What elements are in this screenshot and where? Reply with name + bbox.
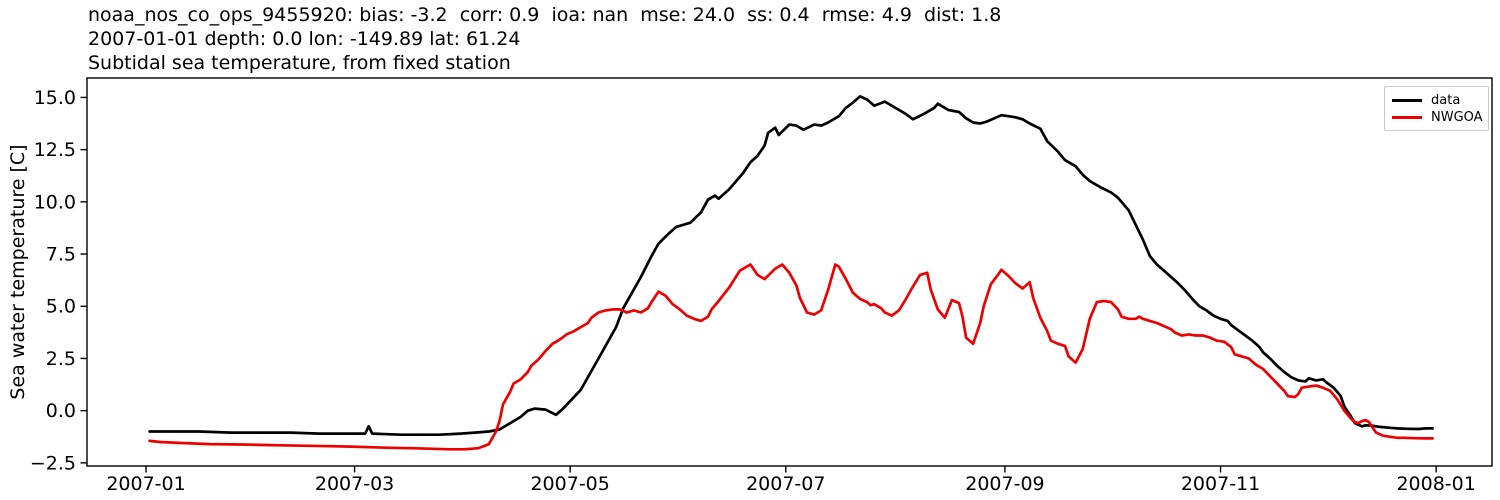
series-lines (148, 95, 1434, 451)
legend-box: data NWGOA (1384, 86, 1489, 131)
x-tick-label: 2007-01 (106, 473, 185, 495)
legend-label-nwgoa: NWGOA (1431, 110, 1483, 125)
legend-entry-nwgoa: NWGOA (1385, 109, 1488, 126)
x-tick-label: 2007-09 (965, 473, 1044, 495)
x-tick-label: 2007-03 (315, 473, 394, 495)
y-tick-label: 0.0 (46, 400, 76, 422)
series-line-nwgoa (148, 263, 1434, 451)
y-tick-label: 2.5 (46, 348, 76, 370)
y-tick-label: 10.0 (34, 191, 76, 213)
y-axis-ticks: 15.0 12.5 10.0 7.5 5.0 2.5 0.0 −2.5 (30, 87, 87, 474)
axes-spines (86, 77, 1493, 467)
title-line-stats: noaa_nos_co_ops_9455920: bias: -3.2 corr… (88, 4, 1002, 26)
legend-label-data: data (1431, 93, 1461, 108)
x-axis-ticks: 2007-01 2007-03 2007-05 2007-07 2007-09 2007-… (106, 466, 1476, 495)
title-line-description: Subtidal sea temperature, from fixed sta… (88, 52, 511, 74)
series-line-data (148, 95, 1434, 437)
data-line-swatch (1392, 99, 1422, 102)
x-tick-label: 2008-01 (1396, 473, 1475, 495)
y-tick-label: −2.5 (30, 452, 76, 474)
title-line-station-meta: 2007-01-01 depth: 0.0 lon: -149.89 lat: … (88, 28, 521, 50)
x-tick-label: 2007-07 (746, 473, 825, 495)
x-tick-label: 2007-11 (1181, 473, 1260, 495)
y-tick-label: 5.0 (46, 296, 76, 318)
x-tick-label: 2007-05 (530, 473, 609, 495)
legend-entry-data: data (1385, 92, 1488, 109)
y-tick-label: 12.5 (34, 139, 76, 161)
nwgoa-line-swatch (1392, 116, 1422, 119)
y-tick-label: 15.0 (34, 87, 76, 109)
y-tick-label: 7.5 (46, 244, 76, 266)
